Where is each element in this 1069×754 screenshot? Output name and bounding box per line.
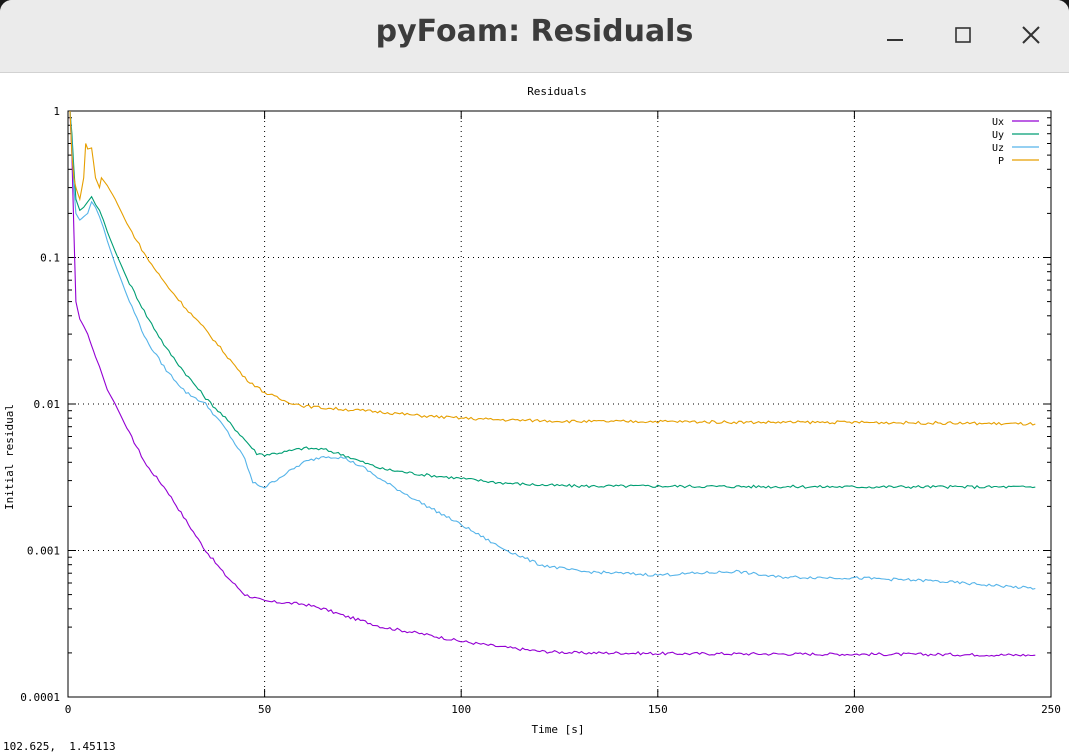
minimize-button[interactable] bbox=[878, 18, 912, 52]
series-line-uz bbox=[69, 110, 1036, 590]
y-tick-label: 0.0001 bbox=[20, 691, 60, 704]
series-line-ux bbox=[69, 110, 1036, 657]
series-line-p bbox=[69, 110, 1036, 426]
x-axis-label: Time [s] bbox=[532, 723, 585, 736]
window-title: pyFoam: Residuals bbox=[375, 14, 694, 49]
title-bar[interactable]: pyFoam: Residuals bbox=[0, 0, 1069, 73]
plot-frame bbox=[67, 110, 1052, 698]
y-tick-label: 0.01 bbox=[34, 398, 61, 411]
y-tick-label: 1 bbox=[53, 105, 60, 118]
minimize-icon bbox=[887, 39, 903, 41]
y-axis-label: Initial residual bbox=[3, 404, 16, 510]
x-tick-label: 200 bbox=[844, 703, 864, 716]
x-tick-label: 100 bbox=[451, 703, 471, 716]
maximize-button[interactable] bbox=[946, 18, 980, 52]
plot-area[interactable]: Residuals Time [s] Initial residual 0 50 1… bbox=[0, 73, 1069, 754]
legend-label-p: P bbox=[998, 156, 1004, 167]
maximize-icon bbox=[955, 27, 971, 43]
legend-label-uy: Uy bbox=[992, 130, 1004, 141]
x-tick-label: 150 bbox=[648, 703, 668, 716]
legend-label-uz: Uz bbox=[992, 143, 1004, 154]
y-tick-label: 0.1 bbox=[40, 252, 60, 265]
cursor-coordinates-readout: 102.625, 1.45113 bbox=[3, 740, 116, 753]
close-button[interactable] bbox=[1014, 18, 1048, 52]
legend-label-ux: Ux bbox=[992, 117, 1004, 128]
close-icon bbox=[1022, 26, 1040, 44]
x-tick-label: 50 bbox=[258, 703, 271, 716]
series-line-uy bbox=[69, 110, 1036, 490]
residuals-chart[interactable]: Residuals Time [s] Initial residual 0 50 1… bbox=[0, 73, 1069, 738]
y-tick-label: 0.001 bbox=[27, 545, 60, 558]
x-tick-label: 250 bbox=[1041, 703, 1061, 716]
chart-title: Residuals bbox=[527, 85, 587, 98]
x-tick-label: 0 bbox=[65, 703, 72, 716]
